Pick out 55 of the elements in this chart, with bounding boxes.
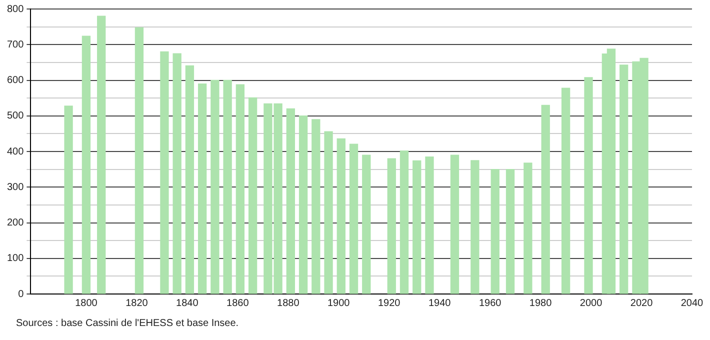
- bar: [349, 144, 358, 294]
- x-tick-label: 2000: [580, 298, 603, 309]
- bar: [541, 104, 550, 294]
- y-tick-label: 600: [6, 75, 24, 86]
- x-tick-label: 1820: [126, 298, 148, 309]
- bar: [425, 156, 434, 294]
- bar: [82, 36, 91, 294]
- x-tick-label: 1960: [478, 298, 502, 309]
- y-tick-label: 700: [6, 39, 24, 50]
- bar: [286, 108, 295, 294]
- x-tick-label: 1840: [176, 298, 199, 309]
- bar: [185, 65, 194, 294]
- x-tick-label: 1860: [226, 298, 250, 309]
- x-tick-label: 1920: [378, 298, 401, 309]
- source-note: Sources : base Cassini de l'EHESS et base Insee.: [16, 318, 239, 329]
- bar: [387, 158, 396, 294]
- bar: [524, 162, 532, 294]
- x-tick-label: 1940: [428, 298, 452, 309]
- bar: [210, 80, 220, 294]
- bar: [198, 83, 207, 294]
- bar: [620, 64, 628, 294]
- bar: [450, 154, 460, 294]
- y-tick-label: 300: [6, 182, 24, 193]
- y-tick-label: 400: [6, 146, 24, 158]
- y-tick-label: 100: [6, 253, 24, 264]
- bar: [160, 51, 169, 294]
- bar: [298, 116, 308, 294]
- bar: [134, 27, 144, 294]
- bar: [312, 119, 320, 294]
- bar: [584, 77, 593, 294]
- bar: [490, 168, 500, 294]
- x-tick-label: 2040: [680, 298, 704, 309]
- y-tick-label: 500: [6, 110, 24, 122]
- x-tick-label: 1980: [529, 298, 552, 309]
- bar: [506, 168, 515, 294]
- bar: [97, 16, 106, 294]
- y-tick-label: 0: [18, 288, 24, 300]
- bar: [64, 106, 73, 294]
- bar: [248, 97, 258, 294]
- bar: [172, 53, 182, 294]
- bar: [412, 160, 422, 294]
- bar: [400, 150, 409, 294]
- bar: [336, 138, 346, 294]
- x-tick-label: 1900: [328, 298, 350, 309]
- y-tick-label: 200: [6, 218, 24, 228]
- y-tick-label: 800: [6, 4, 24, 15]
- bar: [470, 160, 480, 294]
- bar: [223, 80, 232, 294]
- x-tick-label: 1880: [277, 298, 300, 309]
- bar: [362, 154, 371, 294]
- bar: [561, 88, 570, 294]
- x-tick-label: 2020: [630, 298, 654, 309]
- x-tick-label: 1800: [75, 298, 98, 309]
- bar: [236, 84, 245, 294]
- bar: [324, 131, 333, 294]
